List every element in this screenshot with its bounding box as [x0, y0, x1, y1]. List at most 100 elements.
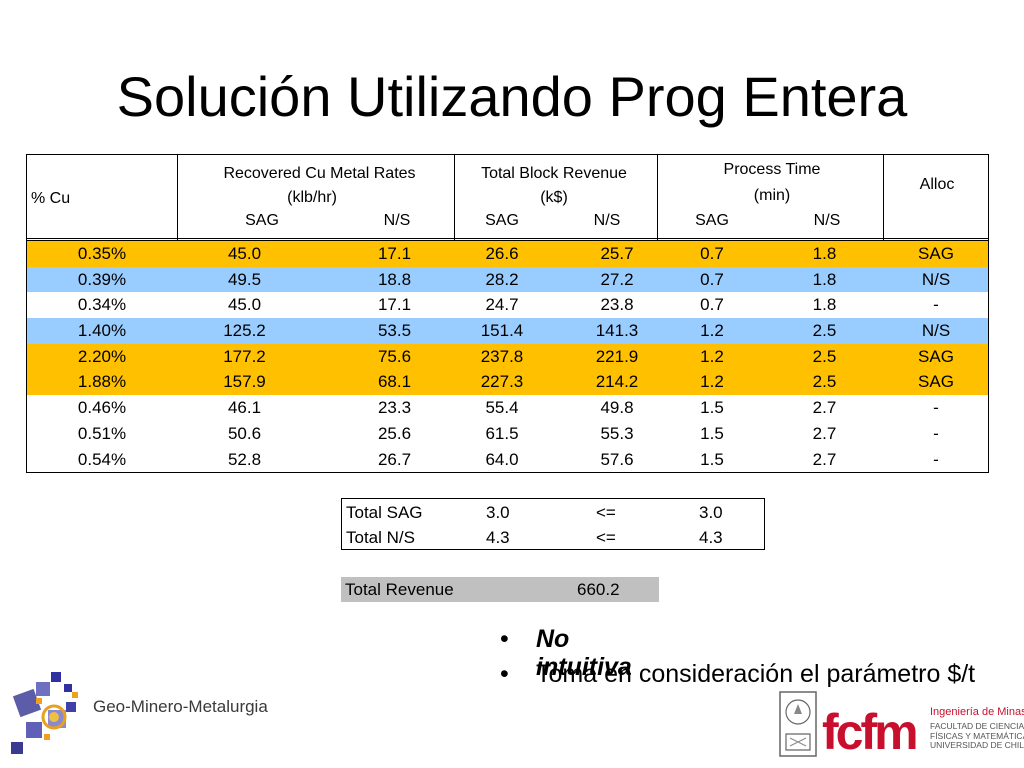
header-rev-sag: SAG	[485, 212, 519, 229]
cell-rev-ns: 214.2	[595, 372, 639, 392]
header-alloc: Alloc	[919, 176, 955, 193]
cell-t-sag: 0.7	[700, 295, 724, 315]
cell-rec-ns: 25.6	[377, 423, 412, 443]
cell-t-sag: 1.2	[700, 346, 724, 366]
cell-t-sag: 1.2	[700, 372, 724, 392]
cell-rev-sag: 227.3	[480, 372, 524, 392]
cell-pct: 1.88%	[77, 372, 127, 392]
cell-rev-ns: 25.7	[600, 244, 634, 263]
bullet-dot: •	[500, 660, 509, 688]
constraint-limit: 3.0	[699, 503, 723, 522]
cell-alloc: N/S	[921, 321, 951, 341]
table-row: 0.35% 45.0 17.1 26.6 25.7 0.7 1.8 SAG	[27, 241, 988, 267]
geo-minero-name: Geo-Minero-Metalurgia	[93, 697, 268, 716]
cell-t-sag: 1.5	[700, 423, 724, 443]
cell-pct: 1.40%	[77, 321, 127, 341]
cell-pct: 0.54%	[77, 449, 127, 469]
table-row: 2.20% 177.2 75.6 237.8 221.9 1.2 2.5 SAG	[27, 343, 988, 370]
cell-t-ns: 2.5	[812, 321, 837, 341]
cell-rev-sag: 61.5	[485, 423, 519, 443]
cell-rec-ns: 26.7	[377, 449, 412, 469]
constraint-label: Total SAG	[346, 503, 423, 522]
table-row: 0.54% 52.8 26.7 64.0 57.6 1.5 2.7 -	[27, 446, 988, 473]
header-time-units: (min)	[753, 187, 791, 204]
constraint-row-sag: Total SAG 3.0 <= 3.0	[342, 500, 764, 525]
cell-pct: 0.34%	[77, 295, 127, 315]
cell-t-ns: 2.7	[812, 449, 837, 469]
cell-rev-sag: 64.0	[485, 449, 519, 469]
header-recovered: Recovered Cu Metal Rates	[223, 165, 416, 182]
header-rec-ns: N/S	[383, 212, 411, 229]
cell-t-ns: 2.7	[812, 423, 837, 443]
cell-rec-sag: 52.8	[227, 449, 262, 469]
cell-rev-ns: 27.2	[600, 269, 634, 289]
header-revenue: Total Block Revenue	[481, 165, 627, 182]
cell-t-ns: 1.8	[812, 269, 837, 289]
cell-rev-sag: 28.2	[485, 269, 519, 289]
slide-title: Solución Utilizando Prog Entera	[116, 65, 908, 128]
cell-pct: 0.39%	[77, 269, 127, 289]
fcfm-wordmark: fcfm	[822, 704, 919, 760]
faculty-title: Ingeniería de Minas	[930, 706, 1024, 718]
cell-rev-sag: 151.4	[480, 321, 524, 341]
cell-rec-sag: 125.2	[223, 321, 266, 341]
cell-rec-ns: 17.1	[377, 244, 412, 263]
header-rev-ns: N/S	[593, 212, 621, 229]
cell-rev-ns: 57.6	[600, 449, 634, 469]
cell-rev-sag: 55.4	[485, 398, 519, 418]
total-revenue-label: Total Revenue	[345, 580, 454, 599]
bullet-dot: •	[500, 625, 509, 653]
university-seal-icon	[779, 691, 817, 757]
cell-rec-sag: 177.2	[223, 346, 266, 366]
cell-rec-sag: 49.5	[227, 269, 262, 289]
allocation-table: % Cu Recovered Cu Metal Rates (klb/hr) S…	[26, 154, 989, 473]
cell-alloc: -	[933, 423, 939, 443]
cell-pct: 0.46%	[77, 398, 127, 418]
cell-rec-ns: 23.3	[377, 398, 412, 418]
cell-rev-sag: 26.6	[485, 244, 519, 263]
faculty-text: FACULTAD DE CIENCIAS FÍSICAS Y MATEMÁTIC…	[930, 721, 1024, 751]
header-time-ns: N/S	[813, 212, 841, 229]
faculty-line: FÍSICAS Y MATEMÁTICAS	[930, 730, 1024, 741]
header-cu: % Cu	[31, 190, 71, 207]
cell-rev-sag: 237.8	[480, 346, 524, 366]
cell-rev-ns: 221.9	[595, 346, 639, 366]
cell-t-sag: 1.2	[700, 321, 724, 341]
cell-rec-sag: 45.0	[227, 244, 262, 263]
constraint-row-ns: Total N/S 4.3 <= 4.3	[342, 525, 764, 550]
table-header: % Cu Recovered Cu Metal Rates (klb/hr) S…	[27, 155, 988, 241]
table-row: 0.39% 49.5 18.8 28.2 27.2 0.7 1.8 N/S	[27, 266, 988, 293]
cell-rec-sag: 157.9	[223, 372, 266, 392]
cell-alloc: -	[933, 295, 939, 315]
header-time: Process Time	[723, 161, 821, 178]
cell-rec-ns: 68.1	[377, 372, 412, 392]
constraint-limit: 4.3	[699, 528, 723, 547]
cell-rec-ns: 53.5	[377, 321, 412, 341]
cell-rec-ns: 75.6	[377, 346, 412, 366]
cell-t-sag: 1.5	[700, 398, 724, 418]
cell-t-sag: 0.7	[700, 244, 724, 263]
table-row: 0.51% 50.6 25.6 61.5 55.3 1.5 2.7 -	[27, 420, 988, 447]
constraint-value: 4.3	[486, 528, 510, 547]
cell-rev-ns: 49.8	[600, 398, 634, 418]
table-row: 0.46% 46.1 23.3 55.4 49.8 1.5 2.7 -	[27, 395, 988, 421]
table-row: 1.40% 125.2 53.5 151.4 141.3 1.2 2.5 N/S	[27, 318, 988, 344]
cell-alloc: -	[933, 398, 939, 418]
bullet-text: Toma en consideración el parámetro $/t	[536, 660, 976, 688]
cell-t-ns: 1.8	[812, 295, 837, 315]
total-revenue-box: Total Revenue 660.2	[341, 577, 659, 602]
cell-t-ns: 2.7	[812, 398, 837, 418]
cell-rec-sag: 50.6	[227, 423, 262, 443]
cell-pct: 2.20%	[77, 346, 127, 366]
cell-rec-sag: 46.1	[227, 398, 262, 418]
cell-alloc: SAG	[918, 244, 954, 263]
header-revenue-units: (k$)	[540, 189, 568, 206]
cell-pct: 0.51%	[77, 423, 127, 443]
constraints-box: Total SAG 3.0 <= 3.0 Total N/S 4.3 <= 4.…	[341, 498, 765, 550]
cell-rev-ns: 55.3	[600, 423, 634, 443]
cell-rec-ns: 17.1	[377, 295, 412, 315]
bullet-text: No intuitiva	[536, 625, 632, 681]
total-revenue-value: 660.2	[577, 580, 620, 599]
header-time-sag: SAG	[695, 212, 729, 229]
table-row: 0.34% 45.0 17.1 24.7 23.8 0.7 1.8 -	[27, 292, 988, 319]
